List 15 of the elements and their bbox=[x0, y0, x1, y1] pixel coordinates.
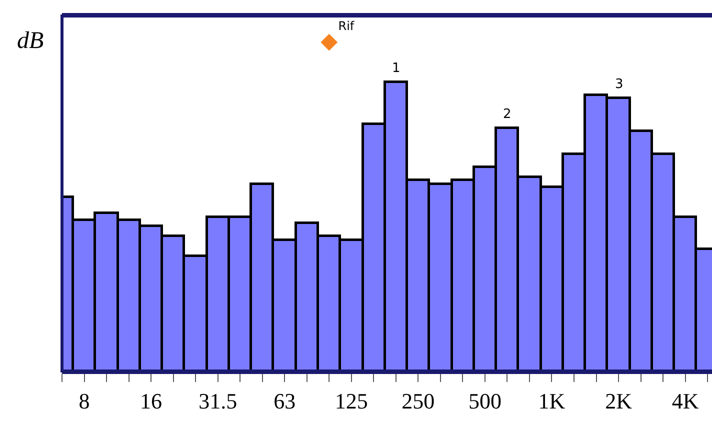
x-tick-label: 16 bbox=[140, 388, 162, 414]
x-tick-label: 250 bbox=[402, 388, 435, 414]
annotation: 2 bbox=[503, 107, 512, 122]
x-tick-label: 1K bbox=[538, 388, 566, 414]
series-label: Rif bbox=[338, 19, 355, 34]
x-tick-label: 63 bbox=[274, 388, 296, 414]
x-tick-label: 31.5 bbox=[198, 388, 238, 414]
x-tick-label: 2K bbox=[605, 388, 632, 414]
x-tick-label: 500 bbox=[468, 388, 502, 414]
x-tick-label: 8 bbox=[78, 388, 90, 414]
annotation: 1 bbox=[392, 61, 400, 76]
x-tick-label: 125 bbox=[334, 388, 368, 414]
x-tick-label: 4K bbox=[672, 388, 699, 414]
y-axis-title: dB bbox=[17, 28, 44, 54]
annotation: 3 bbox=[615, 77, 624, 92]
